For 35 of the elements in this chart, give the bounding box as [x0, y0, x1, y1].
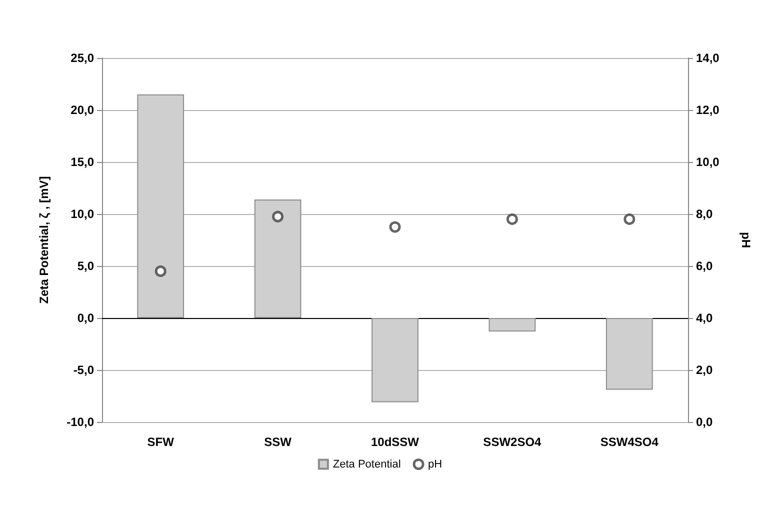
point: [506, 213, 518, 225]
y-tick-label: 5,0: [77, 259, 94, 273]
y2-tick-label: 2,0: [696, 363, 714, 377]
y2-tick-label: 12,0: [696, 103, 720, 117]
y2-tick-label: 6,0: [696, 259, 714, 273]
point: [154, 265, 166, 277]
point: [389, 221, 401, 233]
point: [624, 213, 636, 225]
bar: [488, 318, 536, 332]
x-tick-label: SSW: [264, 435, 292, 449]
legend-label: pH: [428, 458, 442, 470]
y2-tick-label: 10,0: [696, 155, 720, 169]
y2-tick-label: 0,0: [696, 415, 714, 429]
y2-tick-label: 4,0: [696, 311, 714, 325]
y2-axis-title: pH: [739, 232, 753, 248]
y-axis-title: Zeta Potential, ζ , [mV]: [37, 176, 51, 304]
y2-tick-label: 14,0: [696, 51, 720, 65]
y-tick-label: 20,0: [70, 103, 94, 117]
x-tick-label: SSW2SO4: [483, 435, 542, 449]
x-tick-label: SSW4SO4: [600, 435, 659, 449]
y-tick-label: 0,0: [77, 311, 94, 325]
bar: [137, 94, 184, 318]
point: [272, 210, 284, 222]
y-tick-label: 25,0: [70, 51, 94, 65]
y-tick-label: -10,0: [66, 415, 94, 429]
bar: [372, 318, 418, 402]
y-tick-label: 10,0: [70, 207, 94, 221]
y-tick-label: 15,0: [70, 155, 94, 169]
y2-tick-label: 8,0: [696, 207, 714, 221]
bar: [606, 318, 653, 390]
y-tick-label: -5,0: [73, 363, 94, 377]
x-tick-label: 10dSSW: [370, 435, 420, 449]
x-tick-label: SFW: [147, 435, 175, 449]
bar: [254, 199, 302, 318]
legend-label: Zeta Potential: [332, 458, 401, 470]
